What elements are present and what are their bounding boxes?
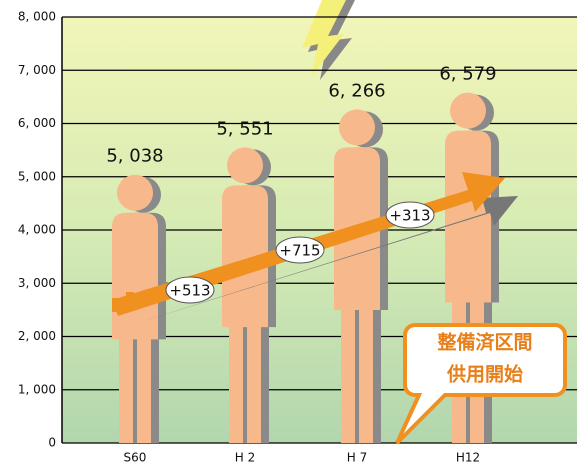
y-tick-label: 1, 000: [18, 382, 56, 396]
x-tick-label: H 7: [347, 451, 367, 463]
figure-head: [339, 109, 375, 145]
y-tick-label: 3, 000: [18, 276, 56, 290]
figure-head: [227, 147, 263, 183]
y-tick-label: 8, 000: [18, 10, 56, 24]
callout-line: 供用開始: [446, 363, 523, 386]
value-label: 6, 266: [328, 80, 385, 101]
figure-head: [117, 175, 153, 211]
y-tick-label: 2, 000: [18, 329, 56, 343]
delta-label: +513: [169, 282, 210, 300]
value-label: 5, 551: [216, 118, 273, 139]
delta-label: +313: [389, 207, 430, 225]
y-tick-label: 7, 000: [18, 63, 56, 77]
y-tick-label: 5, 000: [18, 169, 56, 183]
x-tick-label: S60: [124, 451, 147, 463]
value-label: 6, 579: [439, 64, 496, 85]
y-tick-label: 4, 000: [18, 223, 56, 237]
x-tick-label: H 2: [235, 451, 255, 463]
value-label: 5, 038: [106, 146, 163, 167]
callout-line: 整備済区間: [437, 331, 532, 354]
figure-head: [450, 93, 486, 129]
y-tick-label: 6, 000: [18, 116, 56, 130]
y-tick-label: 0: [48, 436, 56, 450]
delta-label: +715: [279, 242, 320, 260]
x-tick-label: H12: [456, 451, 480, 463]
chart: 0 1, 000 2, 000 3, 000 4, 000 5, 000 6, 000 7, …: [0, 0, 577, 463]
